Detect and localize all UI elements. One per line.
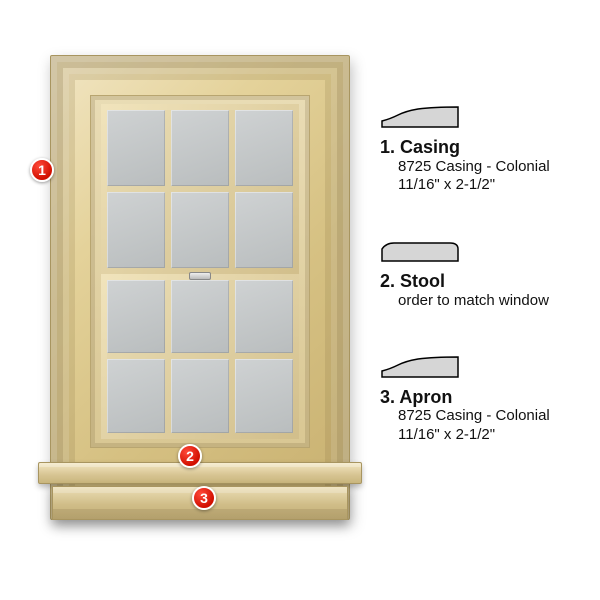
glass-pane — [171, 280, 229, 354]
lower-sash-grid — [107, 280, 293, 434]
legend-item-stool: 2. Stool order to match window — [380, 239, 580, 310]
sash-lock-icon — [189, 272, 211, 280]
legend-line1: 8725 Casing - Colonial — [398, 407, 580, 426]
legend-number: 2. — [380, 271, 395, 291]
stool-profile-icon — [380, 239, 462, 265]
glass-pane — [171, 110, 229, 186]
stool-trim — [38, 462, 362, 484]
glass-pane — [107, 110, 165, 186]
legend-name: Stool — [400, 271, 445, 291]
legend-line1: 8725 Casing - Colonial — [398, 158, 580, 177]
glass-pane — [235, 359, 293, 433]
callout-marker-3: 3 — [192, 486, 216, 510]
legend-name: Casing — [400, 137, 460, 157]
glass-pane — [107, 192, 165, 268]
upper-sash-grid — [107, 110, 293, 268]
legend-item-casing: 1. Casing 8725 Casing - Colonial 11/16" … — [380, 105, 580, 195]
legend-name: Apron — [399, 387, 452, 407]
legend-title: 2. Stool — [380, 271, 580, 292]
legend-item-apron: 3. Apron 8725 Casing - Colonial 11/16" x… — [380, 355, 580, 445]
glass-pane — [107, 280, 165, 354]
apron-profile-icon — [380, 355, 462, 381]
glass-pane — [171, 359, 229, 433]
legend-title: 3. Apron — [380, 387, 580, 408]
glass-pane — [235, 110, 293, 186]
glass-pane — [235, 280, 293, 354]
glass-pane — [235, 192, 293, 268]
upper-sash — [101, 104, 299, 274]
legend-line2: 11/16" x 2-1/2" — [398, 426, 580, 445]
glass-pane — [171, 192, 229, 268]
lower-sash — [101, 274, 299, 440]
legend-number: 1. — [380, 137, 395, 157]
legend-title: 1. Casing — [380, 137, 580, 158]
sash-area — [90, 95, 310, 448]
casing-profile-icon — [380, 105, 462, 131]
legend: 1. Casing 8725 Casing - Colonial 11/16" … — [380, 105, 580, 489]
glass-pane — [107, 359, 165, 433]
callout-marker-1: 1 — [30, 158, 54, 182]
legend-number: 3. — [380, 387, 395, 407]
legend-line2: 11/16" x 2-1/2" — [398, 176, 580, 195]
callout-marker-2: 2 — [178, 444, 202, 468]
legend-line1: order to match window — [398, 292, 580, 311]
